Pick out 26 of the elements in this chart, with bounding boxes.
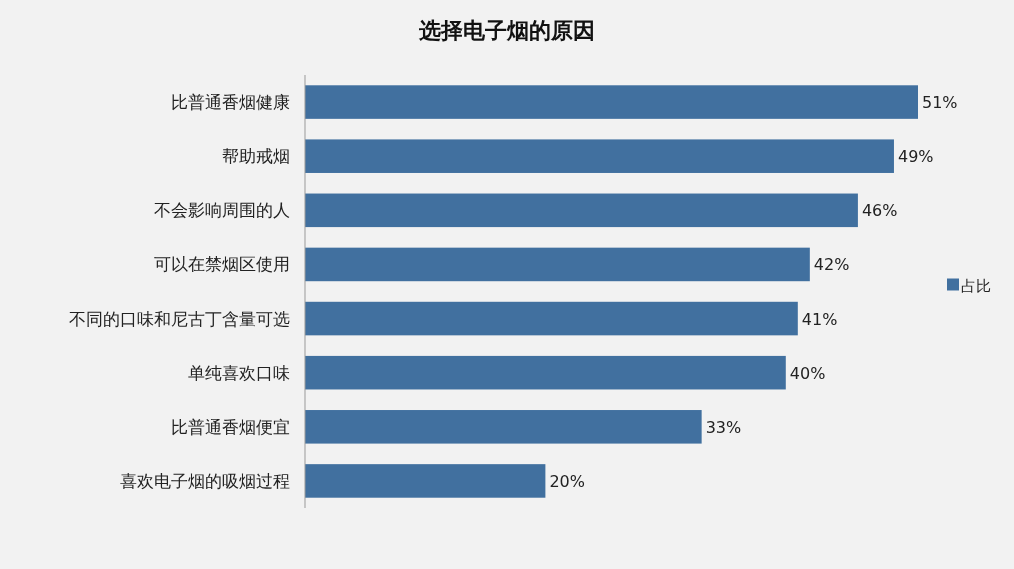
bar	[305, 410, 702, 444]
y-tick-label: 可以在禁烟区使用	[154, 254, 290, 275]
y-tick-label: 单纯喜欢口味	[188, 362, 290, 383]
data-label: 49%	[897, 147, 934, 167]
bar	[305, 301, 798, 336]
bar	[305, 193, 858, 228]
y-tick-label: 帮助戒烟	[222, 146, 290, 167]
y-tick-label: 喜欢电子烟的吸烟过程	[120, 470, 290, 491]
data-label: 20%	[549, 471, 585, 491]
data-label: 51%	[922, 93, 958, 113]
bar	[305, 85, 918, 119]
chart-title: 选择电子烟的原因	[418, 18, 595, 43]
data-label: 46%	[861, 201, 898, 221]
legend-label: 占比	[961, 276, 991, 295]
y-tick-label: 不会影响周围的人	[154, 200, 290, 221]
y-tick-label: 比普通香烟便宜	[171, 416, 290, 437]
y-tick-label: 比普通香烟健康	[171, 92, 290, 113]
y-tick-label: 不同的口味和尼古丁含量可选	[69, 308, 290, 329]
bar	[305, 355, 786, 390]
bar	[305, 464, 546, 498]
data-label: 42%	[813, 255, 850, 275]
data-label: 33%	[705, 417, 742, 437]
data-label: 41%	[801, 309, 838, 329]
bar	[305, 139, 894, 173]
data-label: 40%	[789, 363, 826, 383]
bar	[305, 247, 810, 282]
